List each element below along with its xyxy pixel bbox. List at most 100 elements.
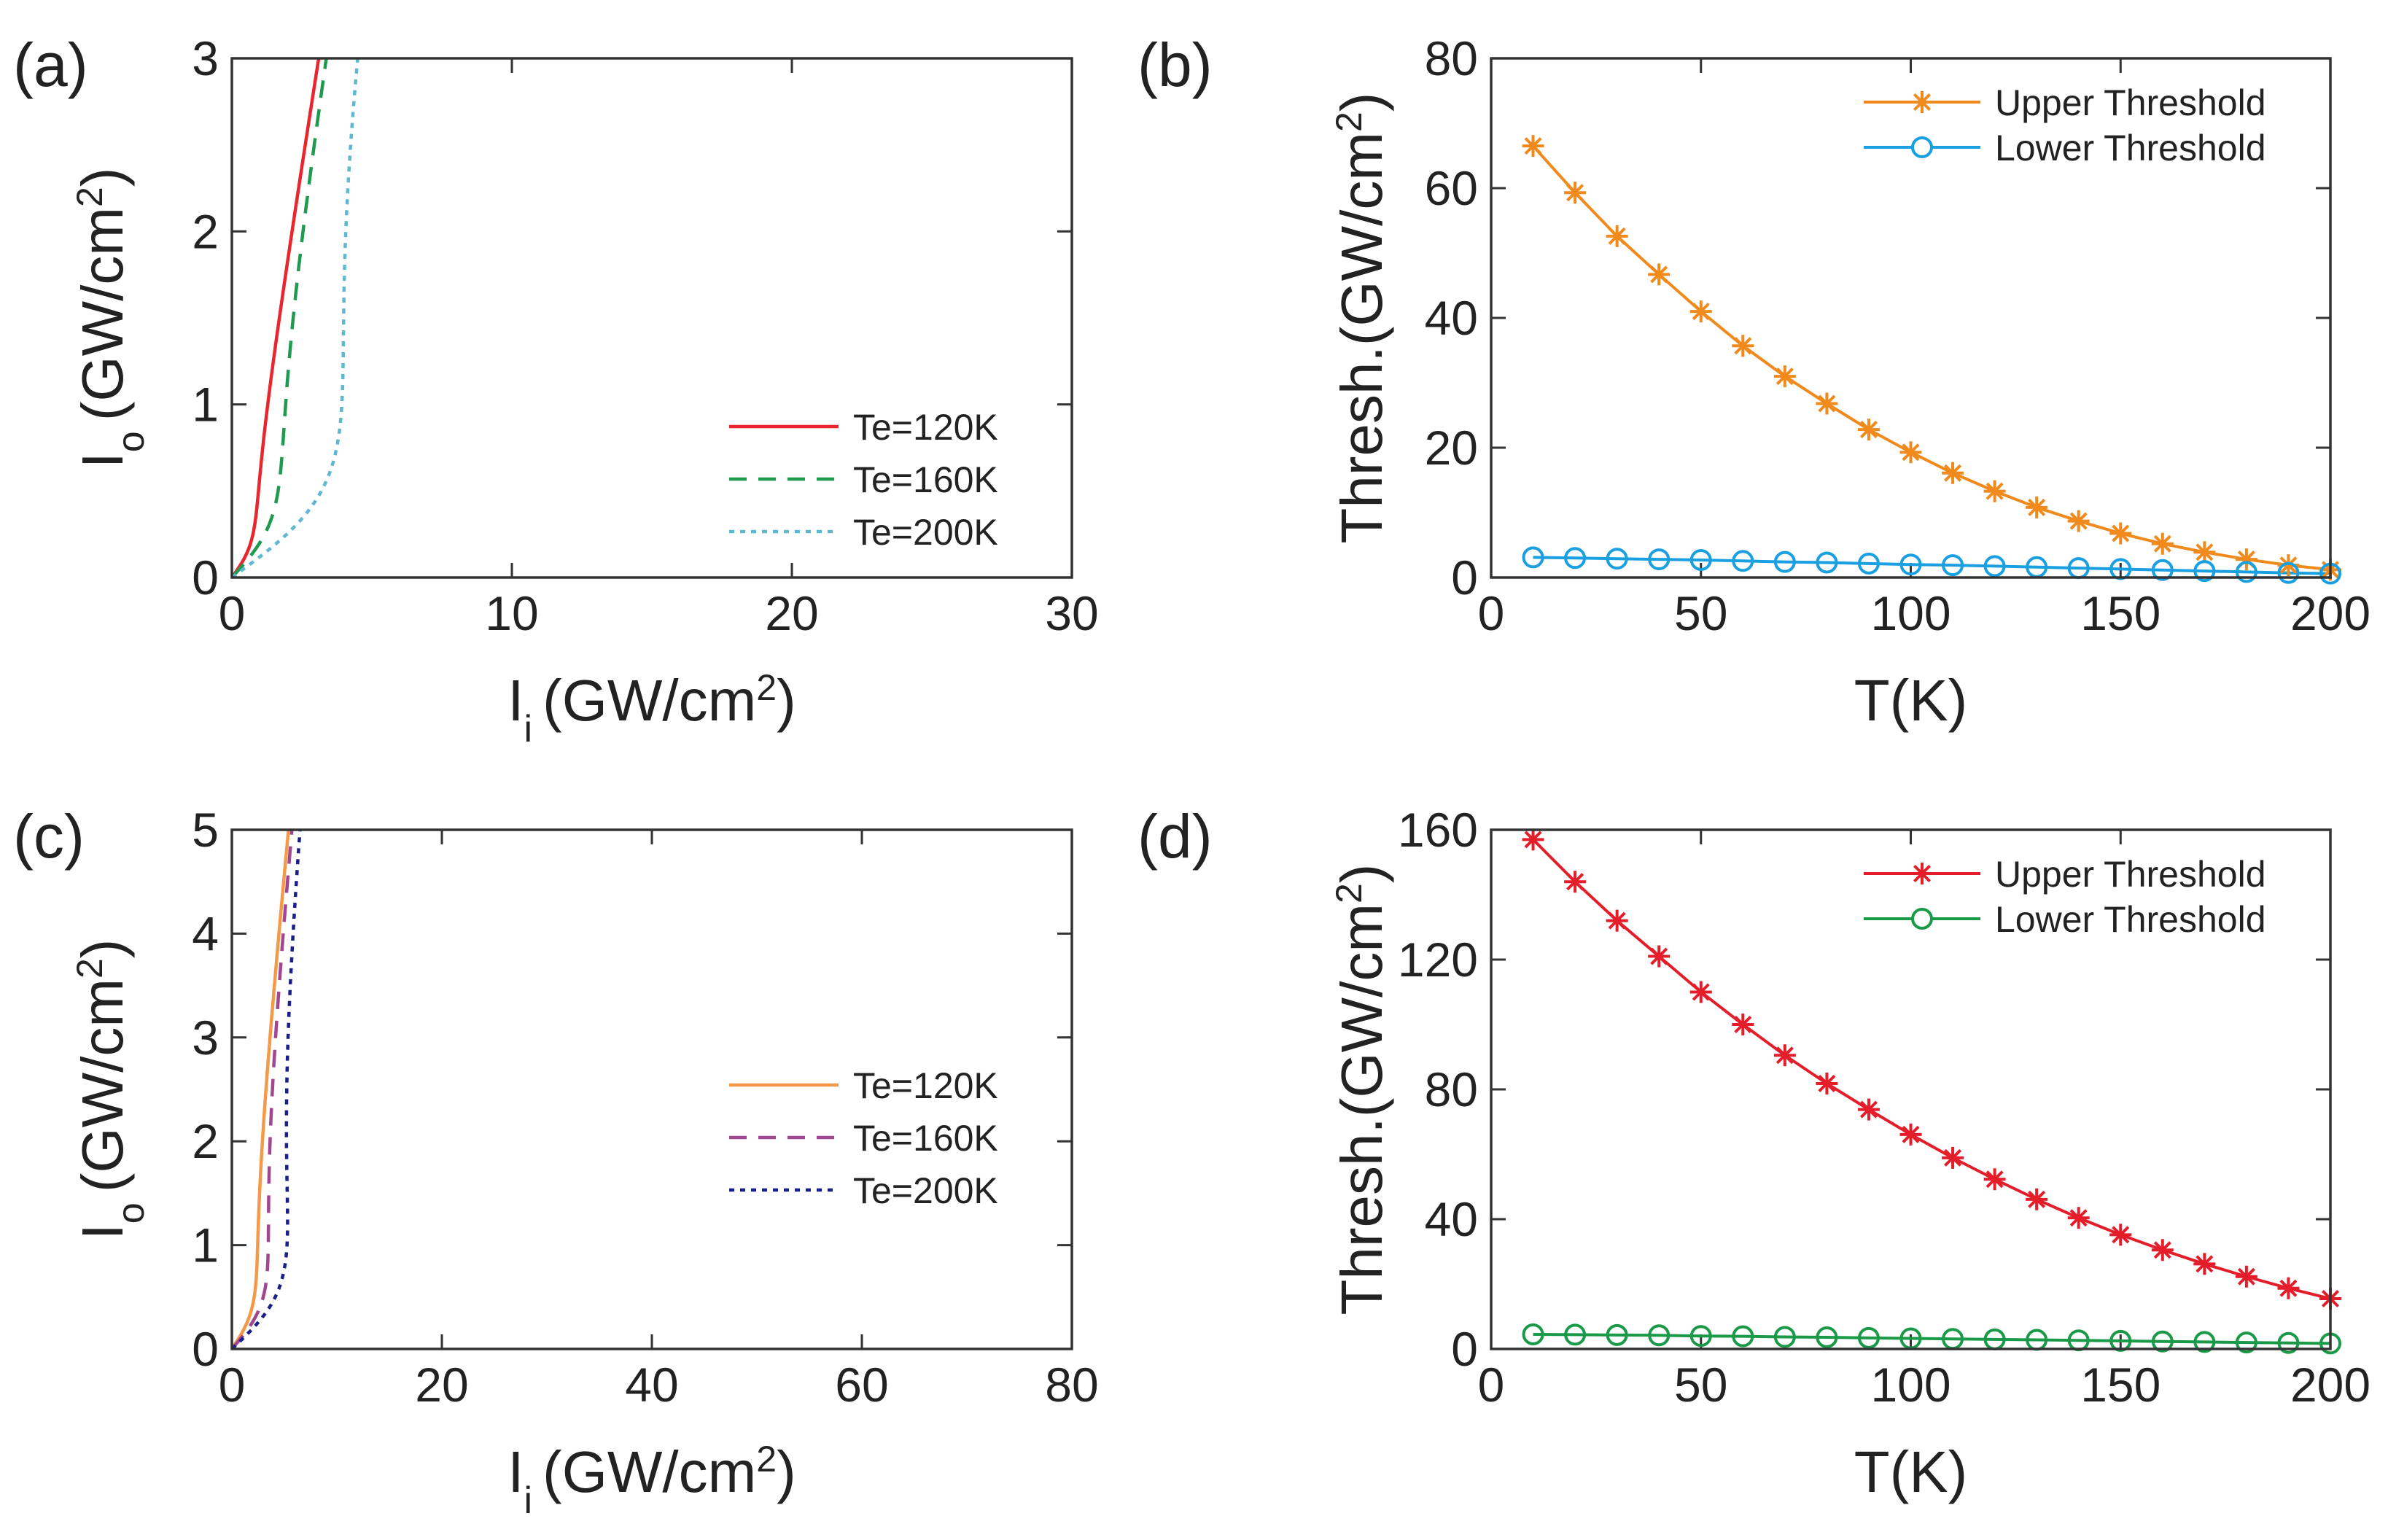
- data-point-star: [1816, 392, 1838, 415]
- data-point-circle: [2109, 1329, 2132, 1352]
- x-tick-label: 150: [2080, 586, 2161, 640]
- series-curve-0: [232, 830, 290, 1349]
- data-point-star: [1857, 419, 1880, 441]
- axes-frame: [230, 57, 1073, 579]
- data-point-star: [1773, 365, 1796, 388]
- data-point-star: [2277, 554, 2300, 577]
- legend-circle-icon: [1911, 908, 1933, 930]
- y-tick-label: 1: [192, 1218, 219, 1272]
- data-point-circle: [2151, 1330, 2174, 1353]
- data-point-circle: [1522, 1323, 1544, 1345]
- data-point-circle: [1606, 1323, 1628, 1346]
- y-axis-label: Io(GW/cm2): [69, 939, 152, 1240]
- data-point-star: [2277, 1277, 2300, 1299]
- legend-star-icon: [1911, 863, 1933, 884]
- x-axis-label: Ii (GW/cm2): [507, 667, 796, 750]
- x-tick-label: 100: [1870, 586, 1951, 640]
- data-point-star: [1942, 462, 1964, 484]
- data-point-circle: [2235, 561, 2257, 583]
- data-point-circle: [1648, 1324, 1671, 1347]
- legend: Te=120K Te=160K Te=200K: [729, 1065, 998, 1211]
- x-tick-label: 150: [2080, 1358, 2161, 1412]
- data-point-star: [2026, 1188, 2048, 1210]
- y-tick-label: 5: [192, 803, 219, 857]
- data-point-star: [2193, 541, 2216, 564]
- legend-entry: Te=200K: [853, 1170, 998, 1211]
- data-point-circle: [1732, 1325, 1754, 1348]
- data-point-star: [1689, 981, 1712, 1003]
- data-point-star: [1564, 182, 1587, 204]
- data-point-circle: [2235, 1331, 2257, 1354]
- axes-frame: [1490, 828, 2332, 1350]
- y-tick-label: 0: [1451, 1322, 1478, 1376]
- panel-label-d: (d): [1137, 802, 1213, 871]
- data-point-star: [1983, 480, 2006, 502]
- x-tick-label: 40: [625, 1358, 678, 1412]
- legend-entry: Te=200K: [853, 512, 998, 553]
- legend-entry: Upper Threshold: [1995, 82, 2266, 123]
- panel-a: (a) 0 10 20 30 0 1 2 3 Ii (GW/cm2) Io(GW/cm2) Te=120…: [13, 31, 1099, 750]
- data-point-circle: [2277, 561, 2300, 584]
- series-curve-1: [232, 830, 294, 1349]
- x-tick-label: 200: [2290, 1358, 2371, 1412]
- data-point-star: [2193, 1253, 2216, 1275]
- panel-c: (c) 0 20 40 60 80 0 1 2 3 4 5 Ii (GW/cm2) Io(GW/cm2) Te…: [13, 802, 1099, 1522]
- data-point-star: [2067, 510, 2090, 532]
- data-point-star: [1606, 909, 1628, 932]
- data-point-star: [2109, 522, 2132, 545]
- x-tick-label: 0: [1478, 586, 1505, 640]
- data-point-circle: [1773, 551, 1796, 573]
- data-point-star: [1816, 1072, 1838, 1094]
- axes-frame: [1490, 57, 2332, 579]
- data-point-circle: [1816, 1326, 1838, 1348]
- legend-circle-icon: [1911, 136, 1933, 158]
- plot-area: [1532, 144, 2330, 575]
- data-point-circle: [1689, 1325, 1712, 1348]
- data-point-star: [1689, 300, 1712, 323]
- data-point-circle: [1983, 555, 2006, 578]
- series-line-0: [1532, 144, 2330, 572]
- panel-label-c: (c): [13, 802, 85, 871]
- y-tick-label: 3: [192, 1011, 219, 1065]
- data-point-star: [2151, 1239, 2174, 1261]
- x-tick-label: 20: [765, 586, 818, 640]
- y-tick-label: 1: [192, 378, 219, 432]
- data-point-star: [1606, 225, 1628, 247]
- legend-entry: Lower Threshold: [1995, 899, 2266, 940]
- y-axis-label: Thresh.(GW/cm2): [1329, 93, 1394, 544]
- data-point-circle: [1816, 551, 1838, 574]
- legend-entry: Upper Threshold: [1995, 854, 2266, 895]
- x-tick-label: 0: [1478, 1358, 1505, 1412]
- data-point-star: [2109, 1224, 2132, 1246]
- x-axis-label: T(K): [1854, 1439, 1968, 1504]
- y-tick-label: 60: [1425, 161, 1478, 215]
- legend-entry: Lower Threshold: [1995, 128, 2266, 168]
- data-point-star: [1648, 263, 1671, 286]
- x-tick-label: 10: [485, 586, 538, 640]
- data-point-circle: [1689, 548, 1712, 571]
- data-point-circle: [1857, 1326, 1880, 1349]
- x-tick-label: 50: [1674, 1358, 1727, 1412]
- y-tick-label: 2: [192, 1114, 219, 1168]
- data-point-circle: [2193, 560, 2216, 583]
- data-point-circle: [1522, 546, 1544, 569]
- x-tick-label: 200: [2290, 586, 2371, 640]
- data-point-star: [1857, 1098, 1880, 1121]
- y-tick-label: 120: [1398, 933, 1478, 987]
- panel-label-a: (a): [13, 31, 88, 99]
- data-point-circle: [1564, 1323, 1587, 1346]
- x-axis-label: Ii (GW/cm2): [507, 1439, 796, 1522]
- series-curve-1: [232, 58, 328, 578]
- data-point-circle: [2277, 1331, 2300, 1354]
- y-tick-label: 40: [1425, 291, 1478, 345]
- data-point-star: [1564, 871, 1587, 893]
- panel-b: (b) 0 50 100 150 200 0 20 40 60 80 T(K) Thresh.(GW/c…: [1137, 31, 2371, 733]
- y-tick-label: 3: [192, 31, 219, 85]
- y-tick-label: 0: [192, 551, 219, 604]
- data-point-circle: [2193, 1331, 2216, 1353]
- data-point-star: [2067, 1207, 2090, 1229]
- panel-d: (d) 0 50 100 150 200 0 40 80 120 160 T(K) Thresh.(GW…: [1137, 802, 2371, 1504]
- data-point-star: [1899, 1123, 1922, 1146]
